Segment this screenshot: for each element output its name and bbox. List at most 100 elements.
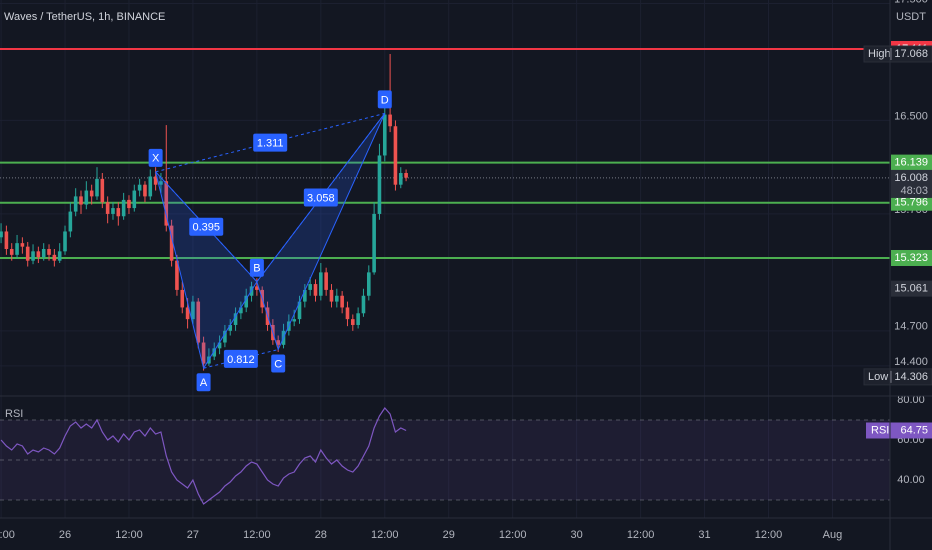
candle-body: [233, 313, 238, 325]
candle-body: [366, 272, 371, 296]
candle-body: [52, 254, 57, 261]
x-tick-label: 28: [315, 529, 327, 541]
level-value: 16.139: [894, 157, 928, 169]
candle-body: [228, 324, 233, 331]
pattern-ratio-label: 0.812: [227, 354, 255, 366]
candle-body: [398, 173, 403, 185]
pattern-point-label: X: [152, 153, 160, 165]
candle-body: [217, 342, 222, 349]
pattern-point-label: B: [253, 263, 260, 275]
candle-body: [36, 251, 41, 258]
candle-body: [292, 319, 296, 322]
low-value: 14.306: [894, 371, 928, 383]
candle-body: [324, 272, 328, 290]
candle-body: [335, 295, 339, 302]
pattern-ratio-line: [256, 113, 386, 283]
candle-body: [276, 340, 280, 345]
rsi-badge: [866, 422, 932, 439]
level-badge: [891, 154, 932, 171]
pattern-ratio-badge: [223, 349, 258, 368]
rsi-title: RSI: [5, 408, 23, 420]
candle-body: [297, 301, 302, 320]
candle-body: [377, 155, 382, 214]
countdown: 48:03: [900, 185, 928, 197]
candle-body: [132, 190, 137, 209]
candle-body: [105, 202, 110, 214]
candle-body: [382, 114, 387, 156]
pattern-point-label: C: [274, 358, 282, 370]
low-badge: [863, 368, 932, 386]
candle-body: [345, 307, 350, 320]
grid: [0, 0, 890, 518]
x-tick-label: 26: [59, 529, 71, 541]
pattern-point-badge: [148, 148, 163, 167]
candle-body: [41, 248, 46, 258]
x-tick-label: 12:00: [499, 529, 527, 541]
rsi-badge-name: RSI: [871, 424, 889, 436]
candle-body: [95, 178, 99, 197]
candle-body: [153, 176, 158, 185]
price-axis: USDT17.50016.50015.70014.70014.40080.006…: [863, 0, 932, 486]
x-tick-label: 27: [187, 529, 199, 541]
candle-body: [148, 176, 153, 197]
candle-body: [15, 243, 19, 255]
y-tick-label: 17.500: [894, 0, 928, 5]
x-tick-label: Aug: [823, 529, 843, 541]
x-tick-label: 12:00: [115, 529, 143, 541]
candle-body: [143, 184, 147, 197]
plot-area: X A B C D 0.395 0.812 3.058 1.311: [0, 47, 890, 505]
x-tick-label: 31: [698, 529, 710, 541]
pattern-point-label: A: [200, 377, 208, 389]
pattern-point-badge: [196, 373, 211, 392]
candle-body: [244, 295, 249, 308]
pattern-ratio-label: 0.395: [192, 222, 220, 234]
candle-body: [351, 319, 355, 325]
candle-body: [20, 243, 25, 247]
low-label: Low: [868, 371, 888, 383]
pattern-point-badge: [249, 258, 264, 277]
candle-body: [169, 225, 174, 261]
pattern-ratio-badge: [189, 217, 224, 236]
x-tick-label: 29: [443, 529, 455, 541]
rsi-line: [0, 407, 407, 505]
current-price-badge: [891, 169, 932, 198]
candle-body: [84, 190, 89, 205]
candle-body: [68, 211, 73, 232]
y-tick-label: 16.500: [894, 110, 928, 122]
high-label: High: [868, 48, 891, 60]
candle-body: [303, 289, 307, 302]
candle-body: [201, 342, 206, 364]
candle-body: [111, 208, 115, 214]
pattern-ratio-label: 1.311: [257, 138, 284, 150]
level-value: 15.323: [894, 252, 928, 264]
chart-title: Waves / TetherUS, 1h, BINANCE: [4, 11, 165, 23]
candle-body: [255, 286, 259, 290]
candle-body: [319, 272, 323, 296]
high-badge: [863, 45, 932, 63]
candle-body: [372, 213, 376, 273]
level-badge: [891, 249, 932, 266]
candle-body: [63, 231, 67, 252]
candle-body: [137, 184, 142, 191]
x-tick-label: 12:00: [755, 529, 783, 541]
candle-body: [47, 248, 51, 255]
rsi-tick-label: 40.00: [897, 474, 925, 486]
pattern-ratio-badge: [303, 188, 338, 207]
candle-body: [185, 307, 190, 320]
x-tick-label: 12:00: [0, 529, 15, 541]
rsi-band: [0, 420, 890, 500]
rsi-tick-label: 80.00: [897, 394, 925, 406]
x-tick-label: 30: [571, 529, 583, 541]
y-tick-label: 14.400: [894, 356, 928, 368]
candle-body: [25, 246, 30, 261]
x-tick-label: 12:00: [371, 529, 399, 541]
rsi-badge-value: 64.75: [900, 424, 928, 436]
marker-value: 15.061: [894, 283, 928, 295]
candle-body: [89, 190, 94, 197]
candle-body: [4, 231, 9, 249]
pattern-point-badge: [271, 354, 286, 373]
candle-body: [340, 295, 344, 308]
